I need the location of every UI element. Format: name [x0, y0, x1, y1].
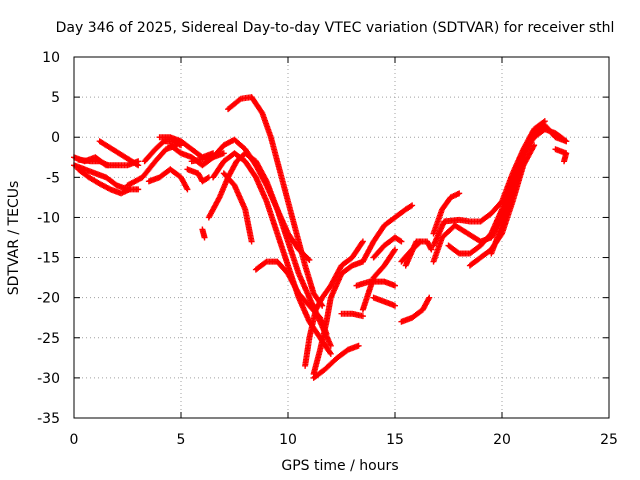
plot-frame	[73, 56, 610, 419]
data-point	[409, 202, 416, 209]
data-point	[398, 238, 405, 245]
series-arc-16	[184, 166, 212, 185]
data-point	[220, 150, 227, 157]
data-point	[407, 203, 414, 210]
y-tick-label: -10	[37, 210, 60, 226]
series-arc-22	[338, 310, 366, 320]
y-tick-label: -30	[37, 371, 60, 387]
y-tick-label: -25	[37, 331, 60, 347]
x-tick-label: 0	[70, 432, 79, 448]
data-point	[248, 238, 255, 245]
series-arc-19	[302, 238, 366, 369]
chart-title: Day 346 of 2025, Sidereal Day-to-day VTE…	[56, 20, 615, 36]
series-arc-20	[310, 258, 366, 377]
series-arc-37	[552, 146, 570, 165]
data-point	[201, 234, 208, 241]
data-point	[126, 186, 133, 193]
data-point	[184, 186, 191, 193]
series-arc-8	[156, 134, 217, 161]
series-arc-12	[205, 150, 334, 349]
y-tick-label: 0	[51, 130, 60, 146]
y-tick-label: -35	[37, 411, 60, 427]
series-arc-30	[398, 294, 433, 325]
data-point	[562, 137, 569, 144]
series-arc-6	[124, 142, 180, 189]
data-point	[455, 249, 462, 256]
data-point	[205, 174, 212, 181]
grid	[74, 57, 609, 418]
data-point	[326, 349, 333, 356]
data-point	[397, 237, 404, 244]
data-point	[135, 162, 142, 169]
data-point	[204, 175, 211, 182]
x-tick-label: 25	[600, 432, 618, 448]
y-tick-label: -20	[37, 291, 60, 307]
x-tick-label: 20	[493, 432, 511, 448]
x-axis-label: GPS time / hours	[281, 458, 398, 474]
x-tick-label: 10	[279, 432, 297, 448]
series-arc-10	[145, 166, 191, 193]
series-arc-27	[370, 234, 405, 261]
data-series	[71, 94, 570, 381]
y-tick-label: -15	[37, 251, 60, 267]
series-arc-7	[141, 138, 184, 165]
data-point	[456, 190, 463, 197]
series-arc-26	[359, 202, 416, 265]
y-axis-label: SDTVAR / TECUs	[6, 181, 22, 296]
data-point	[133, 161, 140, 168]
data-point	[359, 239, 366, 246]
x-tick-label: 5	[177, 432, 186, 448]
data-point	[417, 238, 424, 245]
series-arc-5	[96, 138, 142, 169]
data-point	[355, 342, 362, 349]
data-point	[428, 246, 435, 253]
data-point	[306, 256, 313, 263]
series-arc-24	[353, 278, 398, 289]
data-point	[359, 313, 366, 320]
series-arc-15	[199, 226, 208, 241]
data-point	[563, 138, 570, 145]
y-tick-label: 5	[51, 90, 60, 106]
series-arc-25	[370, 294, 398, 309]
series-arc-23	[359, 246, 398, 313]
data-point	[135, 186, 142, 193]
x-tick-label: 15	[386, 432, 404, 448]
data-point	[426, 294, 433, 301]
y-tick-label: -5	[46, 170, 60, 186]
data-point	[520, 158, 527, 165]
data-point	[561, 158, 568, 165]
data-point	[327, 350, 334, 357]
data-point	[262, 259, 269, 266]
series-arc-21	[310, 342, 362, 381]
y-tick-label: 10	[42, 50, 60, 66]
series-arc-36	[488, 158, 527, 257]
series-arc-34	[445, 126, 570, 257]
data-point	[392, 302, 398, 309]
axis-ticks: 0 5 10 15 20 25 -35 -30 -25 -20 -15 -10 -5 0 5 10	[37, 50, 618, 448]
data-point	[416, 239, 423, 246]
data-point	[392, 282, 398, 289]
series-arc-3	[75, 166, 133, 197]
data-point	[105, 162, 112, 169]
series-arc-14	[220, 170, 255, 245]
data-point	[392, 246, 398, 253]
data-point	[391, 247, 398, 254]
data-point	[531, 142, 538, 149]
series-arc-4	[75, 156, 112, 169]
series-arc-13	[210, 150, 334, 357]
series-arc-33	[430, 122, 570, 265]
data-point	[359, 238, 366, 245]
series-arc-31	[430, 190, 463, 237]
series-arc-29	[398, 238, 424, 265]
